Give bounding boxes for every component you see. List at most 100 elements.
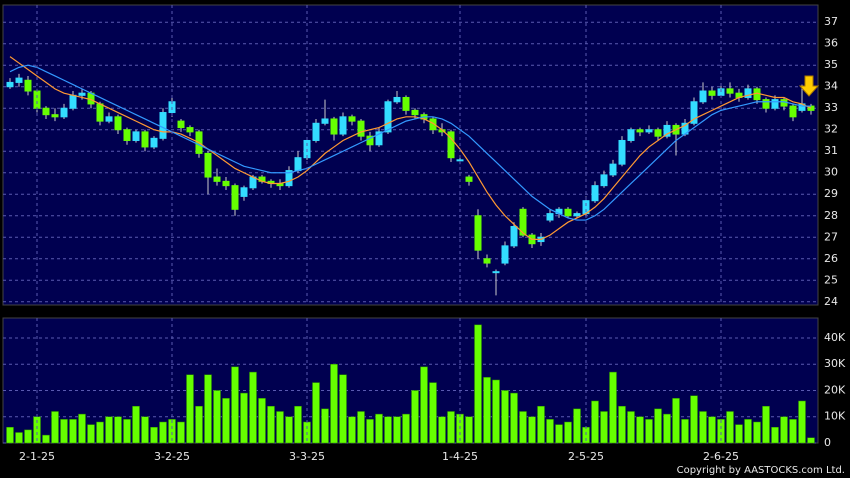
volume-bar — [330, 363, 338, 444]
candle-body — [654, 129, 662, 137]
candle-body — [564, 208, 572, 217]
volume-bar — [807, 437, 815, 444]
volume-bar — [573, 408, 581, 444]
candle-body — [762, 99, 770, 109]
volume-bar — [42, 434, 50, 444]
volume-bar — [690, 395, 698, 444]
candle-body — [6, 81, 14, 88]
candle-body — [456, 159, 464, 162]
volume-bar — [798, 400, 806, 444]
volume-bar — [564, 421, 572, 444]
volume-bar — [159, 421, 167, 444]
volume-bar — [636, 416, 644, 444]
volume-bar — [204, 374, 212, 444]
volume-bar — [609, 371, 617, 444]
candle-body — [114, 116, 122, 131]
y-tick-label: 36 — [824, 37, 838, 50]
volume-bar — [447, 411, 455, 444]
volume-bar — [258, 398, 266, 444]
candle-body — [627, 129, 635, 141]
y-tick-label: 27 — [824, 230, 838, 243]
copyright: Copyright by AASTOCKS.com Ltd. — [677, 465, 845, 476]
candle-body — [330, 118, 338, 135]
candle-body — [663, 124, 671, 137]
candle-body — [96, 103, 104, 122]
candle-body — [645, 129, 653, 133]
volume-bar — [123, 419, 131, 444]
volume-bar — [663, 413, 671, 444]
volume-bar — [699, 411, 707, 444]
candle-body — [402, 96, 410, 111]
candle-body — [321, 118, 329, 124]
volume-bar — [231, 366, 239, 444]
volume-bar — [294, 405, 302, 444]
candle-body — [429, 118, 437, 131]
candle-body — [123, 129, 131, 141]
y-tick-label: 33 — [824, 101, 838, 114]
volume-bar — [240, 392, 248, 444]
candle-body — [708, 90, 716, 96]
x-tick-label: 2-1-25 — [19, 450, 55, 463]
volume-bar — [393, 416, 401, 444]
candle-body — [636, 129, 644, 133]
candle-body — [357, 120, 365, 137]
volume-bar — [366, 419, 374, 444]
volume-bar — [357, 411, 365, 444]
candle-body — [51, 114, 59, 118]
volume-bar — [384, 416, 392, 444]
volume-bar — [78, 413, 86, 444]
volume-bar — [186, 374, 194, 444]
candle-body — [483, 258, 491, 264]
candle-body — [600, 174, 608, 187]
candle-body — [789, 105, 797, 118]
candle-body — [285, 170, 293, 187]
volume-bar — [195, 405, 203, 444]
volume-bar — [780, 416, 788, 444]
volume-bar — [222, 398, 230, 444]
volume-bar — [96, 421, 104, 444]
candle-body — [744, 88, 752, 98]
volume-bar — [24, 429, 32, 444]
x-tick-label: 3-2-25 — [154, 450, 190, 463]
volume-bar — [510, 392, 518, 444]
candle-body — [366, 135, 374, 146]
candle-body — [231, 185, 239, 210]
candle-body — [141, 131, 149, 148]
volume-bar — [708, 416, 716, 444]
x-tick-label: 2-5-25 — [568, 450, 604, 463]
candle-body — [132, 131, 140, 141]
y-tick-label: 34 — [824, 80, 838, 93]
volume-bar — [420, 366, 428, 444]
y-tick-label: 32 — [824, 123, 838, 136]
volume-bar — [771, 426, 779, 444]
y-tick-label: 37 — [824, 15, 838, 28]
y-tick-label: 20K — [824, 383, 846, 396]
candle-body — [177, 120, 185, 129]
volume-bar — [627, 411, 635, 444]
x-tick-label: 3-3-25 — [289, 450, 325, 463]
candle-body — [150, 137, 158, 148]
volume-bar — [402, 413, 410, 444]
volume-bar — [375, 413, 383, 444]
candle-body — [375, 131, 383, 146]
volume-bar — [483, 377, 491, 444]
candle-body — [384, 101, 392, 133]
y-tick-label: 25 — [824, 273, 838, 286]
volume-bar — [591, 400, 599, 444]
candle-body — [312, 122, 320, 141]
candle-body — [186, 127, 194, 133]
candle-body — [24, 79, 32, 92]
candle-body — [393, 96, 401, 103]
volume-bar — [555, 424, 563, 444]
y-tick-label: 40K — [824, 331, 846, 344]
volume-bar — [105, 416, 113, 444]
y-tick-label: 29 — [824, 187, 838, 200]
arrow-shape — [798, 75, 820, 97]
volume-bar — [753, 421, 761, 444]
volume-bar — [465, 416, 473, 444]
candle-body — [105, 116, 113, 122]
y-tick-label: 35 — [824, 58, 838, 71]
candle-body — [474, 215, 482, 251]
y-tick-label: 26 — [824, 252, 838, 265]
